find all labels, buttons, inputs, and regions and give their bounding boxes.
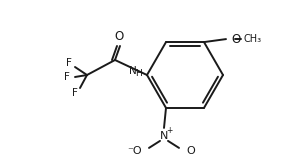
Text: H: H	[134, 69, 141, 78]
Text: F: F	[66, 58, 72, 68]
Text: O: O	[114, 30, 124, 43]
Text: O: O	[231, 33, 240, 46]
Text: ⁻O: ⁻O	[127, 146, 142, 156]
Text: F: F	[72, 88, 78, 98]
Text: N: N	[160, 131, 168, 141]
Text: F: F	[64, 72, 70, 82]
Text: O: O	[186, 146, 195, 156]
Text: N: N	[129, 67, 137, 76]
Text: CH₃: CH₃	[244, 34, 262, 44]
Text: +: +	[166, 126, 172, 135]
